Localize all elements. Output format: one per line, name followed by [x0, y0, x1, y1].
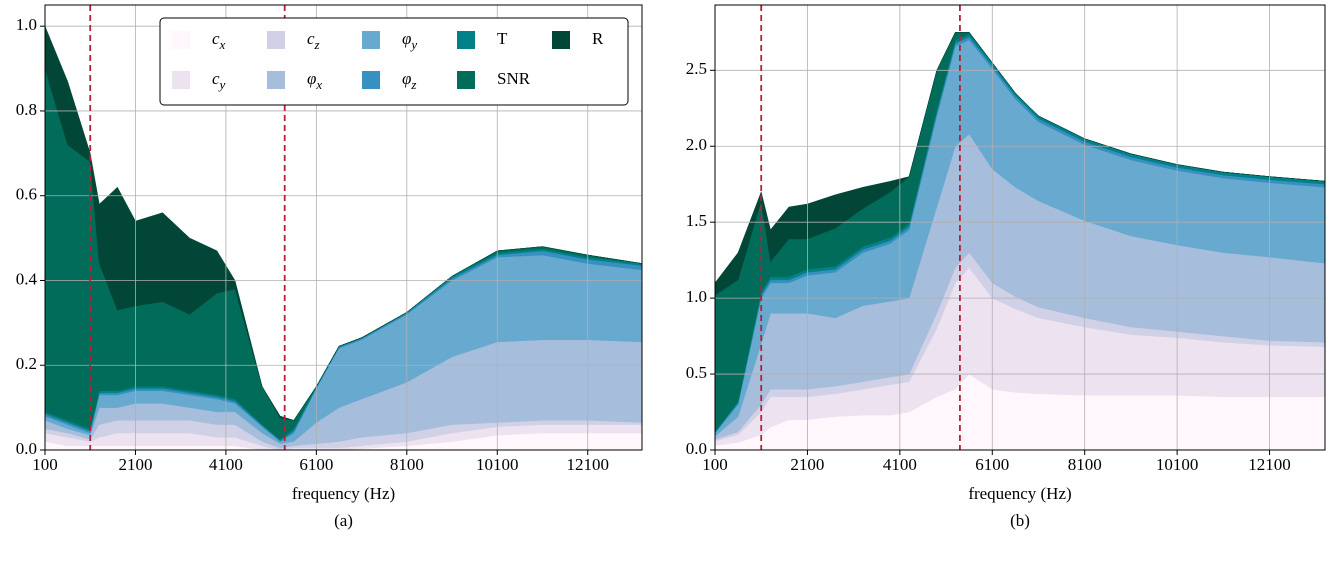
x-tick-label: 6100	[299, 455, 333, 474]
legend-swatch	[552, 31, 570, 49]
legend-swatch	[172, 71, 190, 89]
y-tick-label: 0.4	[16, 269, 38, 288]
x-tick-label: 100	[702, 455, 728, 474]
y-tick-label: 1.0	[16, 15, 37, 34]
x-tick-label: 12100	[1248, 455, 1291, 474]
legend-swatch	[457, 71, 475, 89]
plot-frame	[44, 4, 643, 451]
x-tick-label: 12100	[566, 455, 609, 474]
y-tick-label: 2.5	[686, 59, 707, 78]
legend-label: R	[592, 29, 604, 48]
legend-swatch	[362, 71, 380, 89]
legend-label: T	[497, 29, 508, 48]
x-tick-label: 4100	[209, 455, 243, 474]
y-tick-label: 0.0	[16, 439, 37, 458]
x-tick-label: 10100	[1156, 455, 1199, 474]
x-tick-label: 100	[32, 455, 58, 474]
area	[714, 32, 1326, 296]
y-tick-label: 0.5	[686, 363, 707, 382]
y-tick-label: 1.0	[686, 287, 707, 306]
y-tick-label: 1.5	[686, 211, 707, 230]
x-tick-label: 6100	[975, 455, 1009, 474]
x-axis-label: frequency (Hz)	[292, 484, 395, 503]
legend-swatch	[172, 31, 190, 49]
x-tick-label: 4100	[883, 455, 917, 474]
legend-swatch	[267, 31, 285, 49]
area	[44, 26, 643, 421]
x-tick-label: 8100	[1068, 455, 1102, 474]
y-tick-label: 2.0	[686, 135, 707, 154]
y-tick-label: 0.6	[16, 185, 37, 204]
legend-swatch	[267, 71, 285, 89]
plot-frame	[714, 4, 1326, 451]
caption: (b)	[1010, 511, 1030, 530]
x-tick-label: 2100	[790, 455, 824, 474]
x-axis-label: frequency (Hz)	[968, 484, 1071, 503]
x-tick-label: 8100	[390, 455, 424, 474]
y-tick-label: 0.8	[16, 100, 37, 119]
legend-swatch	[457, 31, 475, 49]
y-tick-label: 0.0	[686, 439, 707, 458]
caption: (a)	[334, 511, 353, 530]
y-tick-label: 0.2	[16, 354, 37, 373]
x-tick-label: 10100	[476, 455, 519, 474]
legend-swatch	[362, 31, 380, 49]
legend-label: SNR	[497, 69, 531, 88]
x-tick-label: 2100	[118, 455, 152, 474]
